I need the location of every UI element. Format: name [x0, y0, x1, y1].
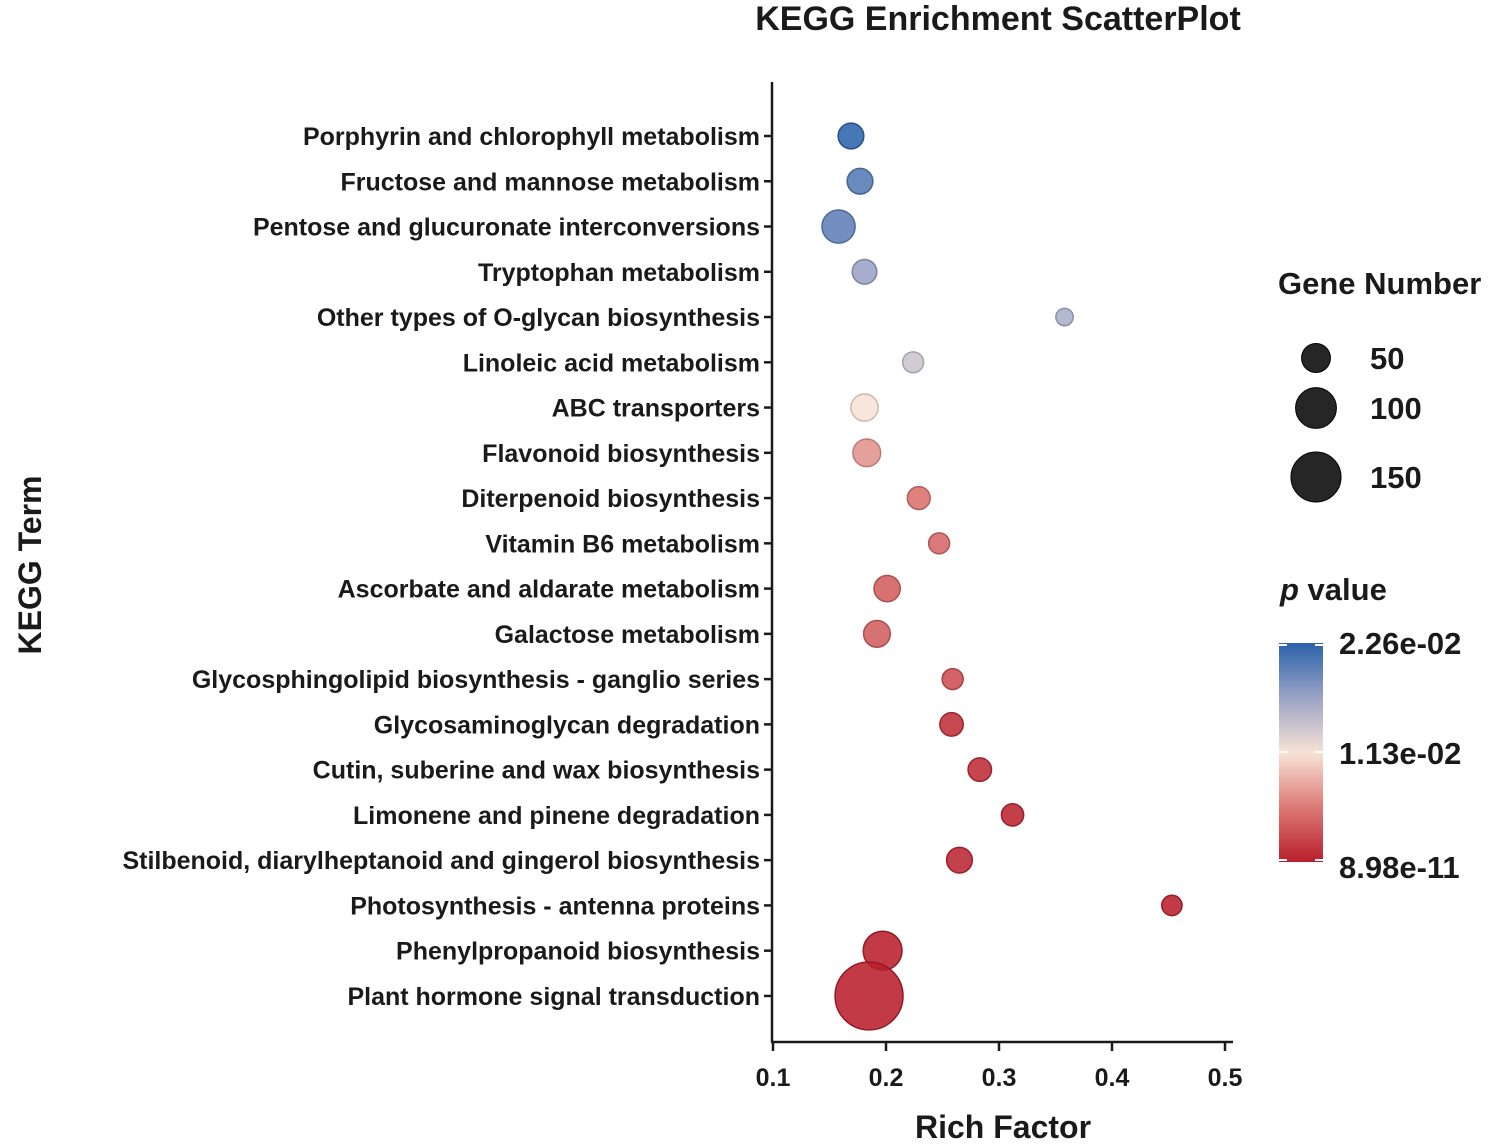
- x-tick-group: [771, 1042, 1227, 1051]
- color-legend-title: p value: [1279, 572, 1387, 607]
- size-legend-label: 150: [1370, 460, 1422, 495]
- data-point: [941, 667, 964, 691]
- size-legend-label: 100: [1370, 391, 1422, 426]
- data-point: [850, 393, 879, 422]
- data-point: [901, 351, 925, 374]
- x-tick-label: 0.4: [1095, 1064, 1130, 1092]
- y-tick-label: Vitamin B6 metabolism: [485, 530, 760, 558]
- color-legend-label-mid: 1.13e-02: [1339, 736, 1461, 771]
- data-point: [967, 757, 993, 783]
- data-point: [852, 438, 882, 468]
- data-point: [821, 209, 856, 244]
- y-axis-title: KEGG Term: [12, 476, 48, 655]
- color-legend-label-low: 8.98e-11: [1339, 850, 1460, 885]
- x-axis-title: Rich Factor: [915, 1109, 1091, 1145]
- y-tick-label: Glycosphingolipid biosynthesis - ganglio…: [192, 666, 760, 694]
- y-tick-label: Diterpenoid biosynthesis: [461, 485, 760, 513]
- x-tick-label: 0.2: [869, 1064, 904, 1092]
- data-point: [1160, 894, 1183, 917]
- x-tick-label: 0.1: [756, 1064, 791, 1092]
- size-legend-circle: [1295, 387, 1337, 429]
- y-tick-label: Phenylpropanoid biosynthesis: [396, 938, 760, 966]
- size-legend-title: Gene Number: [1278, 266, 1481, 301]
- data-point: [834, 961, 904, 1031]
- data-point: [837, 122, 865, 150]
- y-tick-label: Linoleic acid metabolism: [463, 349, 760, 377]
- y-tick-label: Flavonoid biosynthesis: [482, 440, 760, 468]
- color-legend-title-rest: value: [1299, 572, 1387, 607]
- data-point: [939, 711, 965, 737]
- y-tick-label: Ascorbate and aldarate metabolism: [338, 576, 760, 604]
- y-tick-label: Limonene and pinene degradation: [353, 802, 760, 830]
- y-label-group: Porphyrin and chlorophyll metabolism Fruc…: [122, 123, 760, 1011]
- data-point: [927, 532, 951, 555]
- y-tick-label: Photosynthesis - antenna proteins: [350, 892, 760, 920]
- size-legend-label: 50: [1370, 341, 1404, 376]
- data-point: [906, 485, 931, 511]
- data-point: [873, 574, 901, 603]
- y-tick-label: Galactose metabolism: [495, 621, 760, 649]
- y-tick-label: Other types of O-glycan biosynthesis: [317, 304, 760, 332]
- y-tick-label: Porphyrin and chlorophyll metabolism: [303, 123, 760, 151]
- y-tick-label: Tryptophan metabolism: [478, 259, 760, 287]
- color-legend-label-high: 2.26e-02: [1339, 626, 1461, 661]
- size-legend-circle: [1290, 451, 1342, 503]
- y-tick-label: Cutin, suberine and wax biosynthesis: [313, 757, 760, 785]
- point-group: [821, 122, 1183, 1031]
- y-tick-label: Stilbenoid, diarylheptanoid and gingerol…: [122, 847, 760, 875]
- data-point: [862, 619, 892, 648]
- y-tick-label: Glycosaminoglycan degradation: [374, 711, 760, 739]
- y-tick-label: Plant hormone signal transduction: [347, 983, 760, 1011]
- y-tick-label: ABC transporters: [552, 395, 760, 423]
- size-legend-circle: [1301, 343, 1331, 373]
- data-point: [945, 846, 974, 874]
- color-legend-title-italic: p: [1279, 572, 1299, 607]
- y-tick-label: Pentose and glucuronate interconversions: [253, 214, 760, 242]
- y-tick-group: [764, 134, 772, 998]
- chart-title: KEGG Enrichment ScatterPlot: [755, 0, 1241, 38]
- data-point: [851, 258, 878, 285]
- x-label-group: 0.1 0.2 0.3 0.4 0.5: [756, 1064, 1243, 1092]
- data-point: [846, 167, 874, 195]
- data-point: [1055, 307, 1074, 327]
- x-tick-label: 0.5: [1208, 1064, 1243, 1092]
- data-point: [1000, 803, 1025, 827]
- y-tick-label: Fructose and mannose metabolism: [340, 168, 760, 196]
- x-tick-label: 0.3: [982, 1064, 1017, 1092]
- size-legend: 50 100 150: [1290, 341, 1422, 503]
